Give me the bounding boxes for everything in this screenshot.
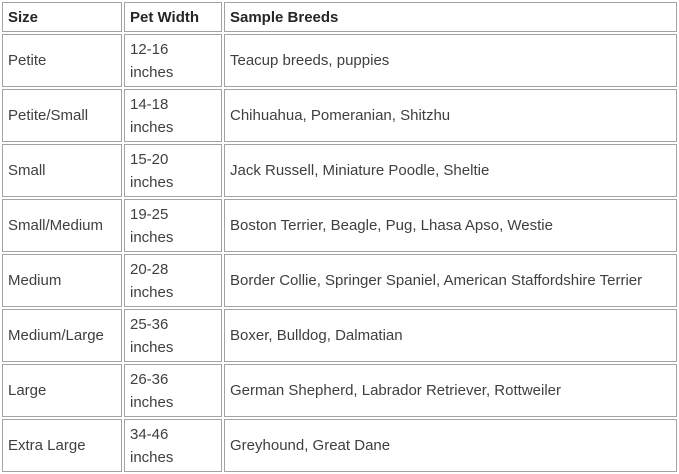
width-cell: 20-28 inches (124, 254, 222, 307)
size-cell: Petite (2, 34, 122, 87)
breeds-cell: German Shepherd, Labrador Retriever, Rot… (224, 364, 677, 417)
size-cell: Medium (2, 254, 122, 307)
breeds-cell: Teacup breeds, puppies (224, 34, 677, 87)
size-cell: Petite/Small (2, 89, 122, 142)
table-row: Small/Medium 19-25 inches Boston Terrier… (2, 199, 677, 252)
breeds-cell: Jack Russell, Miniature Poodle, Sheltie (224, 144, 677, 197)
width-cell: 26-36 inches (124, 364, 222, 417)
width-cell: 19-25 inches (124, 199, 222, 252)
table-row: Medium 20-28 inches Border Collie, Sprin… (2, 254, 677, 307)
width-cell: 14-18 inches (124, 89, 222, 142)
table-row: Small 15-20 inches Jack Russell, Miniatu… (2, 144, 677, 197)
header-pet-width: Pet Width (124, 2, 222, 32)
table-header-row: Size Pet Width Sample Breeds (2, 2, 677, 32)
width-cell: 34-46 inches (124, 419, 222, 472)
size-cell: Small/Medium (2, 199, 122, 252)
breeds-cell: Border Collie, Springer Spaniel, America… (224, 254, 677, 307)
breeds-cell: Greyhound, Great Dane (224, 419, 677, 472)
breeds-cell: Chihuahua, Pomeranian, Shitzhu (224, 89, 677, 142)
size-cell: Small (2, 144, 122, 197)
table-row: Medium/Large 25-36 inches Boxer, Bulldog… (2, 309, 677, 362)
width-cell: 12-16 inches (124, 34, 222, 87)
table-row: Petite 12-16 inches Teacup breeds, puppi… (2, 34, 677, 87)
table-row: Extra Large 34-46 inches Greyhound, Grea… (2, 419, 677, 472)
table-row: Large 26-36 inches German Shepherd, Labr… (2, 364, 677, 417)
size-cell: Medium/Large (2, 309, 122, 362)
table-row: Petite/Small 14-18 inches Chihuahua, Pom… (2, 89, 677, 142)
size-cell: Extra Large (2, 419, 122, 472)
breeds-cell: Boston Terrier, Beagle, Pug, Lhasa Apso,… (224, 199, 677, 252)
header-sample-breeds: Sample Breeds (224, 2, 677, 32)
size-cell: Large (2, 364, 122, 417)
width-cell: 25-36 inches (124, 309, 222, 362)
header-size: Size (2, 2, 122, 32)
width-cell: 15-20 inches (124, 144, 222, 197)
breeds-cell: Boxer, Bulldog, Dalmatian (224, 309, 677, 362)
